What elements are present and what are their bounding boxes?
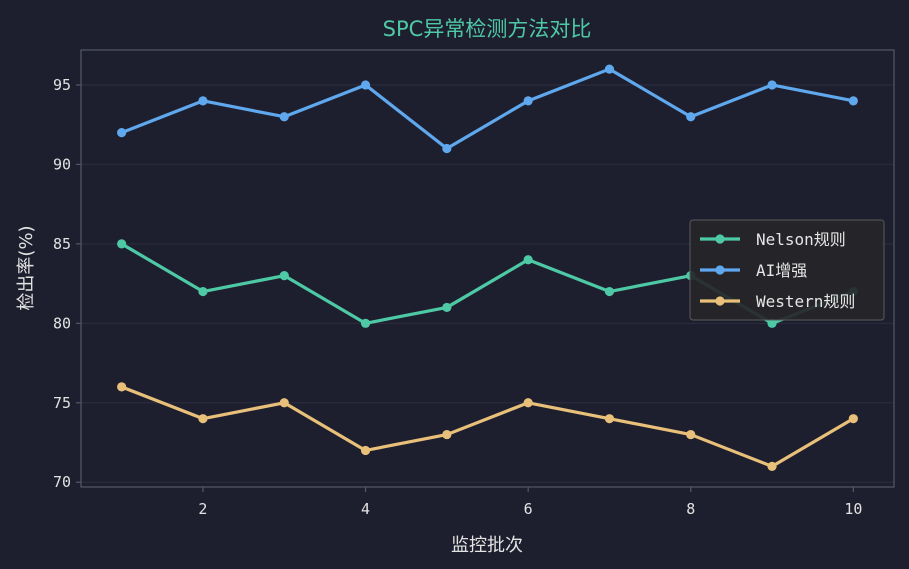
- y-axis-title: 检出率(%): [16, 225, 37, 310]
- series-line: [120, 67, 855, 151]
- data-point: [360, 318, 371, 328]
- legend: Nelson规则 AI增强 Western规则: [689, 219, 885, 321]
- data-point: [117, 128, 127, 138]
- y-tick-label: 90: [53, 155, 71, 173]
- series-2: [117, 64, 858, 154]
- data-point: [767, 318, 777, 328]
- data-point: [686, 112, 696, 122]
- series-line: [120, 385, 855, 468]
- data-point: [604, 64, 615, 74]
- data-point: [767, 461, 777, 471]
- legend-label: Western规则: [756, 292, 855, 311]
- x-tick-label: 2: [198, 500, 207, 518]
- legend-marker: [715, 265, 725, 275]
- data-point: [523, 96, 533, 106]
- data-point: [686, 429, 696, 440]
- data-point: [279, 271, 289, 281]
- grid-lines: [81, 84, 894, 483]
- data-point: [198, 286, 208, 297]
- x-tick-label: 4: [361, 500, 370, 518]
- chart-title: SPC异常检测方法对比: [383, 17, 592, 41]
- legend-label: AI增强: [756, 261, 807, 280]
- data-point: [279, 398, 289, 408]
- data-point: [360, 445, 371, 456]
- y-tick-label: 85: [53, 235, 71, 253]
- axis-ticks: 70 75 80 85 90 95 2 4 6 8 10: [53, 76, 862, 518]
- data-point: [848, 414, 858, 424]
- series-3: [117, 382, 858, 471]
- legend-marker: [715, 296, 725, 306]
- data-point: [360, 80, 371, 90]
- legend-marker: [715, 234, 725, 244]
- data-point: [523, 255, 533, 265]
- data-point: [279, 112, 289, 122]
- data-point: [442, 429, 452, 440]
- y-tick-label: 75: [53, 394, 71, 412]
- data-point: [523, 398, 533, 408]
- x-axis-title: 监控批次: [451, 535, 523, 556]
- legend-box: [689, 219, 885, 321]
- data-point: [604, 286, 615, 297]
- y-tick-label: 80: [53, 314, 71, 332]
- data-point: [442, 143, 452, 154]
- legend-label: Nelson规则: [756, 230, 846, 249]
- data-point: [117, 382, 127, 392]
- data-point: [117, 239, 127, 249]
- x-tick-label: 10: [844, 500, 862, 518]
- data-point: [198, 96, 208, 106]
- y-tick-label: 95: [53, 76, 71, 94]
- y-tick-label: 70: [53, 473, 71, 491]
- data-point: [767, 80, 777, 90]
- x-tick-label: 6: [524, 500, 533, 518]
- plot-area-frame: [80, 49, 895, 488]
- data-point: [604, 414, 615, 424]
- data-point: [848, 96, 858, 106]
- data-point: [442, 302, 452, 313]
- data-point: [198, 414, 208, 424]
- x-tick-label: 8: [686, 500, 695, 518]
